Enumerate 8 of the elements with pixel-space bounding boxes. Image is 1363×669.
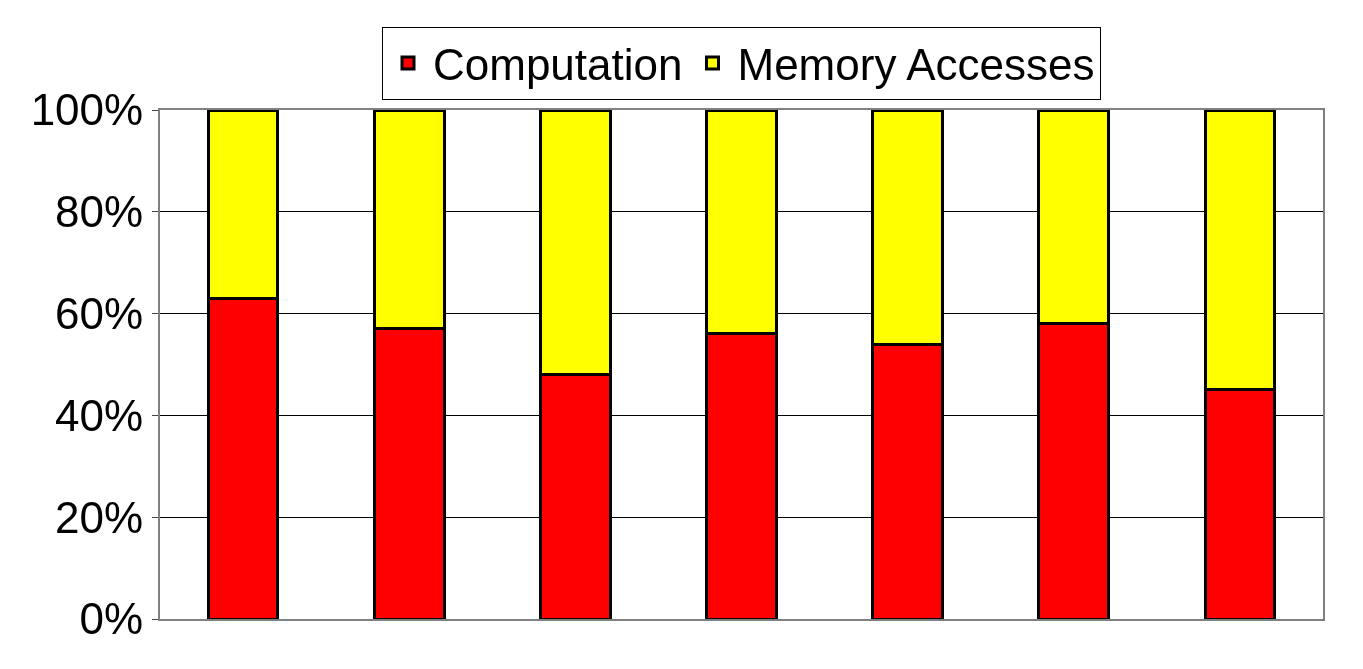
y-tick-label: 100%: [30, 85, 144, 135]
y-tick-label: 40%: [55, 390, 144, 440]
y-tick-label: 0%: [79, 594, 144, 644]
y-tick-label: 20%: [55, 492, 144, 542]
y-tick-label: 60%: [55, 289, 144, 338]
legend-label: Memory Accesses: [737, 40, 1095, 90]
y-tick-label: 80%: [55, 187, 144, 237]
legend-label: Computation: [433, 40, 683, 90]
